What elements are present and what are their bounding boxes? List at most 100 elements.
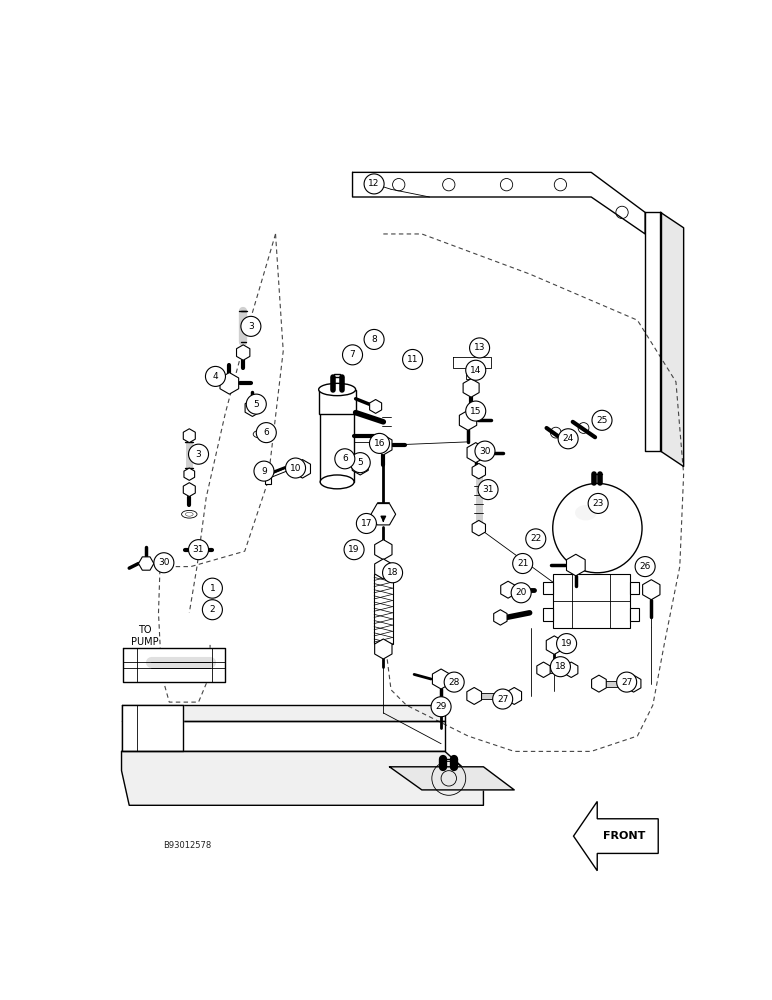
Text: 5: 5	[357, 458, 363, 467]
Circle shape	[286, 458, 306, 478]
Circle shape	[493, 689, 513, 709]
Circle shape	[343, 345, 363, 365]
Text: 26: 26	[639, 562, 651, 571]
Text: 6: 6	[342, 454, 347, 463]
Polygon shape	[183, 429, 195, 443]
Text: 24: 24	[563, 434, 574, 443]
Polygon shape	[574, 801, 659, 871]
Bar	[543, 582, 553, 594]
Circle shape	[469, 338, 489, 358]
Text: 25: 25	[596, 416, 608, 425]
Circle shape	[370, 433, 390, 453]
Bar	[630, 582, 639, 594]
Text: 4: 4	[212, 372, 218, 381]
Polygon shape	[370, 400, 381, 413]
Ellipse shape	[253, 430, 267, 438]
Polygon shape	[435, 699, 448, 714]
Ellipse shape	[256, 432, 263, 436]
Polygon shape	[501, 581, 516, 598]
Text: 29: 29	[435, 702, 447, 711]
Text: 6: 6	[263, 428, 269, 437]
Circle shape	[364, 329, 384, 349]
Polygon shape	[138, 557, 154, 570]
Circle shape	[526, 529, 546, 549]
Circle shape	[254, 461, 274, 481]
Bar	[320, 413, 354, 482]
Text: 16: 16	[374, 439, 385, 448]
Circle shape	[364, 174, 384, 194]
Ellipse shape	[320, 475, 354, 489]
Circle shape	[550, 657, 571, 677]
Circle shape	[335, 449, 355, 469]
Circle shape	[588, 493, 608, 513]
Ellipse shape	[319, 383, 356, 396]
Text: 15: 15	[470, 407, 482, 416]
Text: 7: 7	[350, 350, 355, 359]
Circle shape	[558, 429, 578, 449]
Polygon shape	[294, 460, 310, 478]
Circle shape	[241, 316, 261, 336]
Polygon shape	[353, 172, 645, 234]
Circle shape	[513, 554, 533, 574]
Circle shape	[350, 453, 371, 473]
Ellipse shape	[181, 510, 197, 518]
Text: 1: 1	[209, 584, 215, 593]
Circle shape	[511, 583, 531, 603]
Text: TO
PUMP: TO PUMP	[130, 625, 158, 647]
Text: 19: 19	[560, 639, 572, 648]
Polygon shape	[567, 554, 585, 576]
Polygon shape	[472, 520, 486, 536]
Circle shape	[188, 444, 208, 464]
Polygon shape	[374, 559, 392, 579]
Polygon shape	[374, 435, 392, 455]
Text: FRONT: FRONT	[603, 831, 645, 841]
Bar	[374, 574, 393, 644]
Polygon shape	[121, 721, 445, 751]
Circle shape	[202, 600, 222, 620]
Polygon shape	[507, 687, 522, 704]
Polygon shape	[642, 580, 660, 600]
Text: 20: 20	[516, 588, 527, 597]
Circle shape	[202, 578, 222, 598]
Circle shape	[557, 634, 577, 654]
Polygon shape	[463, 379, 479, 397]
Circle shape	[444, 672, 464, 692]
Text: 18: 18	[554, 662, 566, 671]
Polygon shape	[626, 675, 641, 692]
Bar	[265, 475, 271, 484]
Text: 10: 10	[290, 464, 301, 473]
Circle shape	[466, 401, 486, 421]
Circle shape	[466, 360, 486, 380]
Polygon shape	[432, 669, 450, 689]
Circle shape	[431, 697, 451, 717]
Bar	[319, 389, 356, 414]
Text: 3: 3	[195, 450, 201, 459]
Text: 3: 3	[248, 322, 254, 331]
Circle shape	[635, 557, 655, 577]
Polygon shape	[591, 675, 606, 692]
Text: 23: 23	[592, 499, 604, 508]
Text: 27: 27	[497, 695, 509, 704]
Text: 28: 28	[449, 678, 460, 687]
Circle shape	[154, 553, 174, 573]
Polygon shape	[236, 345, 250, 360]
Circle shape	[553, 483, 642, 573]
Polygon shape	[547, 636, 562, 654]
Text: 11: 11	[407, 355, 418, 364]
Polygon shape	[564, 662, 578, 677]
Polygon shape	[467, 687, 482, 704]
Circle shape	[402, 349, 422, 369]
Circle shape	[383, 563, 402, 583]
Polygon shape	[472, 463, 486, 479]
Polygon shape	[467, 443, 484, 463]
Text: 30: 30	[479, 447, 491, 456]
Polygon shape	[184, 468, 195, 480]
Polygon shape	[374, 540, 392, 560]
Polygon shape	[123, 648, 225, 682]
Polygon shape	[183, 483, 195, 497]
Circle shape	[344, 540, 364, 560]
Text: 9: 9	[261, 467, 267, 476]
Polygon shape	[390, 767, 514, 790]
Text: 14: 14	[470, 366, 482, 375]
Polygon shape	[220, 373, 239, 394]
